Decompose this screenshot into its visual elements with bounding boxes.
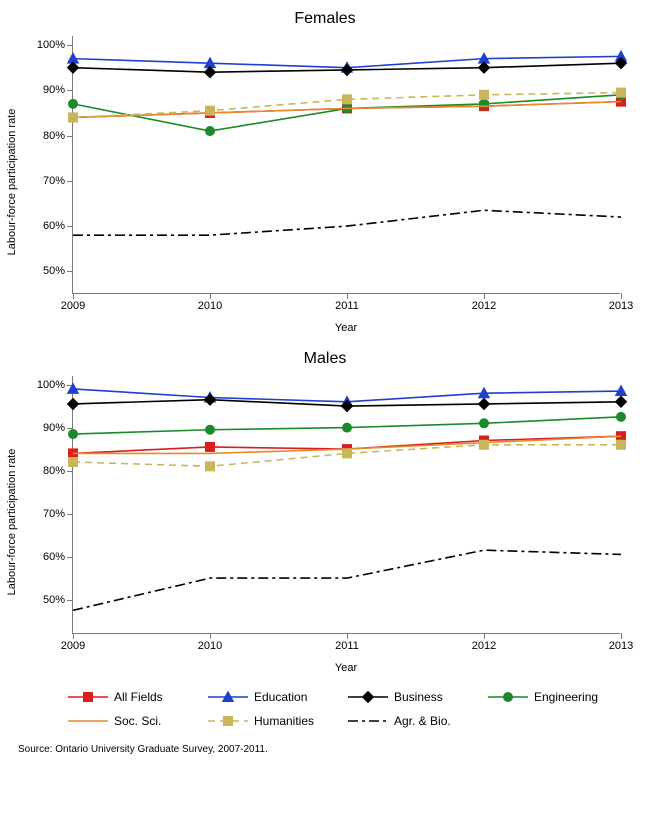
legend-swatch-icon — [208, 714, 248, 728]
y-tick-label: 60% — [43, 220, 73, 232]
legend-swatch-icon — [488, 690, 528, 704]
legend-label: All Fields — [114, 690, 163, 704]
legend-label: Engineering — [534, 690, 598, 704]
plot-region: 50%60%70%80%90%100%20092010201120122013 — [72, 36, 620, 294]
legend-swatch-icon — [208, 690, 248, 704]
chart-title: Males — [18, 350, 632, 368]
y-tick-label: 60% — [43, 551, 73, 563]
legend-item-humanities: Humanities — [208, 714, 348, 728]
chart-title: Females — [18, 10, 632, 28]
x-tick-label: 2012 — [472, 293, 496, 312]
legend-label: Agr. & Bio. — [394, 714, 451, 728]
legend-item-engineering: Engineering — [488, 690, 628, 704]
x-tick-label: 2009 — [61, 633, 85, 652]
chart-area: Labour-force participation rate50%60%70%… — [18, 32, 632, 332]
y-tick-label: 50% — [43, 265, 73, 277]
y-tick-label: 90% — [43, 422, 73, 434]
legend-swatch-icon — [68, 690, 108, 704]
series-svg — [73, 376, 621, 634]
x-tick-label: 2012 — [472, 633, 496, 652]
x-tick-label: 2013 — [609, 293, 633, 312]
legend-label: Humanities — [254, 714, 314, 728]
y-tick-label: 100% — [37, 379, 73, 391]
x-tick-label: 2010 — [198, 293, 222, 312]
y-axis-label: Labour-force participation rate — [6, 109, 18, 256]
series-line-agr_bio — [73, 550, 621, 610]
source-text: Source: Ontario University Graduate Surv… — [18, 744, 632, 755]
legend: All Fields Education Business Engineering S… — [68, 690, 632, 728]
figure-container: Females Labour-force participation rate 50… — [0, 0, 650, 763]
x-tick-label: 2013 — [609, 633, 633, 652]
legend-item-business: Business — [348, 690, 488, 704]
plot-region: 50%60%70%80%90%100%20092010201120122013 — [72, 376, 620, 634]
legend-label: Business — [394, 690, 443, 704]
y-tick-label: 70% — [43, 508, 73, 520]
x-tick-label: 2011 — [335, 633, 359, 652]
legend-item-soc_sci: Soc. Sci. — [68, 714, 208, 728]
series-line-agr_bio — [73, 210, 621, 235]
y-tick-label: 70% — [43, 175, 73, 187]
legend-item-agr_bio: Agr. & Bio. — [348, 714, 488, 728]
x-axis-label: Year — [335, 322, 357, 334]
series-svg — [73, 36, 621, 294]
legend-item-education: Education — [208, 690, 348, 704]
y-tick-label: 80% — [43, 130, 73, 142]
chart-males: MalesLabour-force participation rate50%6… — [18, 350, 632, 672]
legend-swatch-icon — [348, 714, 388, 728]
x-tick-label: 2010 — [198, 633, 222, 652]
x-tick-label: 2011 — [335, 293, 359, 312]
y-tick-label: 50% — [43, 594, 73, 606]
x-tick-label: 2009 — [61, 293, 85, 312]
y-tick-label: 90% — [43, 84, 73, 96]
x-axis-label: Year — [335, 662, 357, 674]
chart-area: Labour-force participation rate50%60%70%… — [18, 372, 632, 672]
legend-label: Soc. Sci. — [114, 714, 161, 728]
y-axis-label: Labour-force participation rate — [6, 449, 18, 596]
legend-swatch-icon — [68, 714, 108, 728]
chart-females: FemalesLabour-force participation rate50… — [18, 10, 632, 332]
legend-swatch-icon — [348, 690, 388, 704]
y-tick-label: 100% — [37, 39, 73, 51]
legend-label: Education — [254, 690, 307, 704]
legend-item-all_fields: All Fields — [68, 690, 208, 704]
